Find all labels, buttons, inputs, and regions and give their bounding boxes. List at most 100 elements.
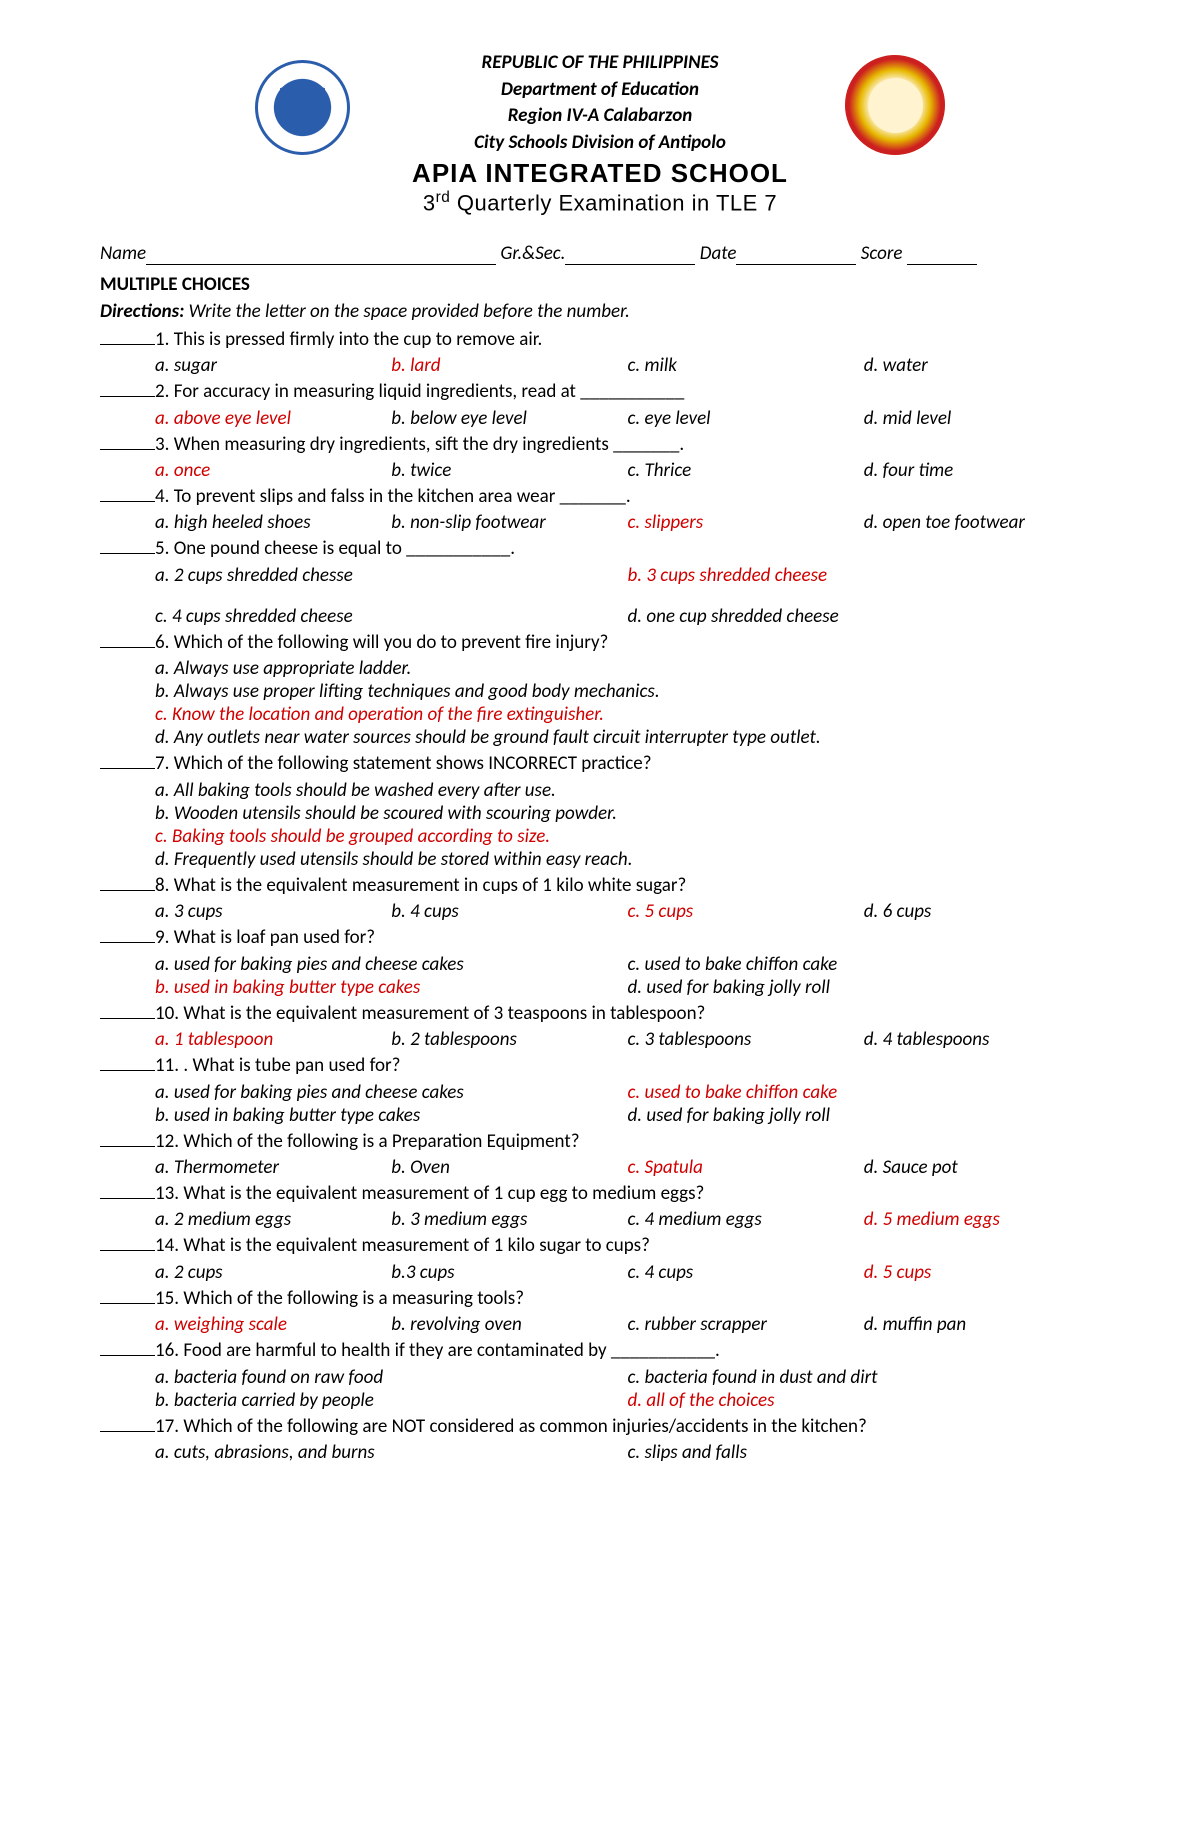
- document-header: REPUBLIC OF THE PHILIPPINES Department o…: [100, 50, 1100, 217]
- choice-option: d. 5 medium eggs: [864, 1208, 1100, 1231]
- answer-blank[interactable]: [100, 1303, 155, 1304]
- choice-option: b. lard: [391, 354, 627, 377]
- choice-option: d. open toe footwear: [864, 511, 1100, 534]
- student-info-line: Name Gr.&Sec. Date Score: [100, 242, 1100, 265]
- question-row: 9. What is loaf pan used for?: [100, 923, 1100, 952]
- choice-option: b. 2 tablespoons: [391, 1028, 627, 1051]
- question-text: 6. Which of the following will you do to…: [155, 631, 608, 654]
- choice-option: c. slips and falls: [628, 1441, 1101, 1464]
- choice-option: b.3 cups: [391, 1261, 627, 1284]
- choice-option: c. Know the location and operation of th…: [155, 703, 1100, 726]
- choice-option: b. used in baking butter type cakes: [155, 1104, 628, 1127]
- choice-option: c. 5 cups: [628, 900, 864, 923]
- choice-option: c. Spatula: [628, 1156, 864, 1179]
- question-row: 10. What is the equivalent measurement o…: [100, 999, 1100, 1028]
- choices-row: a. weighing scaleb. revolving ovenc. rub…: [155, 1313, 1100, 1336]
- choice-option: d. Sauce pot: [864, 1156, 1100, 1179]
- choice-option: c. rubber scrapper: [628, 1313, 864, 1336]
- question-row: 8. What is the equivalent measurement in…: [100, 871, 1100, 900]
- choices-row: a. 3 cupsb. 4 cupsc. 5 cupsd. 6 cups: [155, 900, 1100, 923]
- question-text: 16. Food are harmful to health if they a…: [155, 1339, 720, 1362]
- choices-row: c. 4 cups shredded cheesed. one cup shre…: [155, 605, 1100, 628]
- choice-option: c. 4 cups: [628, 1261, 864, 1284]
- question-row: 11. . What is tube pan used for?: [100, 1051, 1100, 1080]
- question-text: 9. What is loaf pan used for?: [155, 926, 375, 949]
- choices-row: a. above eye levelb. below eye levelc. e…: [155, 407, 1100, 430]
- choice-option: c. eye level: [628, 407, 864, 430]
- choices-row: a. bacteria found on raw foodc. bacteria…: [155, 1366, 1100, 1412]
- deped-logo-icon: [255, 60, 350, 155]
- question-text: 3. When measuring dry ingredients, sift …: [155, 433, 684, 456]
- choices-row: a. 2 medium eggsb. 3 medium eggsc. 4 med…: [155, 1208, 1100, 1231]
- choice-option: b. bacteria carried by people: [155, 1389, 628, 1412]
- answer-blank[interactable]: [100, 1198, 155, 1199]
- school-logo-icon: [845, 55, 945, 155]
- choice-option: d. 6 cups: [864, 900, 1100, 923]
- choice-option: c. used to bake chiffon cake: [628, 953, 1101, 976]
- name-field[interactable]: [146, 242, 496, 265]
- directions: Directions: Write the letter on the spac…: [100, 300, 1100, 323]
- exam-title: 3rd Quarterly Examination in TLE 7: [100, 189, 1100, 216]
- choice-option: d. one cup shredded cheese: [628, 605, 1101, 628]
- answer-blank[interactable]: [100, 768, 155, 769]
- answer-blank[interactable]: [100, 396, 155, 397]
- answer-blank[interactable]: [100, 1355, 155, 1356]
- question-text: 8. What is the equivalent measurement in…: [155, 874, 686, 897]
- choice-option: a. 2 cups shredded chesse: [155, 564, 628, 587]
- choice-option: a. 2 medium eggs: [155, 1208, 391, 1231]
- answer-blank[interactable]: [100, 1070, 155, 1071]
- grsec-label: Gr.&Sec.: [496, 242, 565, 265]
- grsec-field[interactable]: [565, 242, 695, 265]
- choice-option: a. Thermometer: [155, 1156, 391, 1179]
- choice-option: a. bacteria found on raw food: [155, 1366, 628, 1389]
- question-text: 15. Which of the following is a measurin…: [155, 1287, 524, 1310]
- choice-option: d. Any outlets near water sources should…: [155, 726, 1100, 749]
- choice-option: d. used for baking jolly roll: [628, 976, 1101, 999]
- choice-option: c. 4 medium eggs: [628, 1208, 864, 1231]
- question-text: 2. For accuracy in measuring liquid ingr…: [155, 380, 684, 403]
- answer-blank[interactable]: [100, 1146, 155, 1147]
- score-label: Score: [856, 242, 906, 265]
- answer-blank[interactable]: [100, 1018, 155, 1019]
- answer-blank[interactable]: [100, 1250, 155, 1251]
- answer-blank[interactable]: [100, 890, 155, 891]
- choices-row: a. All baking tools should be washed eve…: [155, 779, 1100, 871]
- score-field[interactable]: [907, 242, 977, 265]
- answer-blank[interactable]: [100, 449, 155, 450]
- question-text: 5. One pound cheese is equal to ________…: [155, 537, 515, 560]
- date-field[interactable]: [736, 242, 856, 265]
- answer-blank[interactable]: [100, 344, 155, 345]
- answer-blank[interactable]: [100, 553, 155, 554]
- choices-row: a. sugarb. lardc. milkd. water: [155, 354, 1100, 377]
- choice-option: a. All baking tools should be washed eve…: [155, 779, 1100, 802]
- answer-blank[interactable]: [100, 647, 155, 648]
- question-text: 12. Which of the following is a Preparat…: [155, 1130, 580, 1153]
- question-text: 1. This is pressed firmly into the cup t…: [155, 328, 542, 351]
- choice-option: b. Always use proper lifting techniques …: [155, 680, 1100, 703]
- choice-option: a. once: [155, 459, 391, 482]
- choice-option: b. revolving oven: [391, 1313, 627, 1336]
- choice-option: d. water: [864, 354, 1100, 377]
- question-row: 17. Which of the following are NOT consi…: [100, 1412, 1100, 1441]
- question-row: 6. Which of the following will you do to…: [100, 628, 1100, 657]
- choice-option: b. twice: [391, 459, 627, 482]
- choice-option: c. 3 tablespoons: [628, 1028, 864, 1051]
- choice-option: c. slippers: [628, 511, 864, 534]
- question-row: 13. What is the equivalent measurement o…: [100, 1179, 1100, 1208]
- choice-option: b. Wooden utensils should be scoured wit…: [155, 802, 1100, 825]
- question-row: 15. Which of the following is a measurin…: [100, 1284, 1100, 1313]
- question-row: 3. When measuring dry ingredients, sift …: [100, 430, 1100, 459]
- question-row: 5. One pound cheese is equal to ________…: [100, 534, 1100, 563]
- choice-option: c. used to bake chiffon cake: [628, 1081, 1101, 1104]
- section-title: MULTIPLE CHOICES: [100, 273, 1100, 296]
- choices-row: a. Thermometerb. Ovenc. Spatulad. Sauce …: [155, 1156, 1100, 1179]
- header-line-2: Department of Education: [100, 77, 1100, 104]
- answer-blank[interactable]: [100, 942, 155, 943]
- question-text: 10. What is the equivalent measurement o…: [155, 1002, 705, 1025]
- answer-blank[interactable]: [100, 1431, 155, 1432]
- choice-option: a. used for baking pies and cheese cakes: [155, 1081, 628, 1104]
- choice-option: a. sugar: [155, 354, 391, 377]
- header-line-3: Region IV-A Calabarzon: [100, 103, 1100, 130]
- choice-option: a. Always use appropriate ladder.: [155, 657, 1100, 680]
- answer-blank[interactable]: [100, 501, 155, 502]
